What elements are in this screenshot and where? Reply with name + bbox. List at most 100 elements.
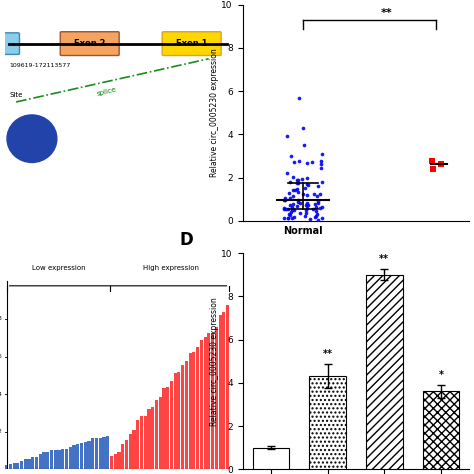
Point xyxy=(303,174,311,182)
Point xyxy=(290,186,297,194)
Point xyxy=(303,191,310,198)
Point xyxy=(295,157,302,165)
Bar xyxy=(159,397,162,469)
Point xyxy=(311,200,319,208)
Point xyxy=(303,159,311,167)
Point xyxy=(288,153,295,160)
Bar xyxy=(12,464,16,469)
Bar xyxy=(95,438,98,469)
Text: Exon 1: Exon 1 xyxy=(176,39,208,48)
Bar xyxy=(110,456,113,469)
Text: Exon 2: Exon 2 xyxy=(74,39,105,48)
Point xyxy=(288,207,295,214)
Point xyxy=(294,176,301,184)
Point xyxy=(300,190,307,197)
Bar xyxy=(76,444,79,469)
Point xyxy=(287,201,294,209)
Bar xyxy=(87,441,91,469)
Bar xyxy=(211,333,214,469)
Point xyxy=(290,201,297,208)
Y-axis label: Relative circ_0005230 expression: Relative circ_0005230 expression xyxy=(210,48,219,177)
Point xyxy=(306,215,314,223)
Bar xyxy=(207,333,210,469)
Bar xyxy=(46,452,49,469)
Point xyxy=(319,150,326,158)
Point xyxy=(284,214,292,221)
Bar xyxy=(136,420,139,469)
Text: 109619-172113577: 109619-172113577 xyxy=(9,63,71,68)
Bar xyxy=(177,372,181,469)
Bar xyxy=(99,438,102,469)
Point xyxy=(312,208,319,215)
Bar xyxy=(54,450,57,469)
Point xyxy=(293,185,301,192)
Bar xyxy=(147,409,151,469)
Bar xyxy=(422,392,459,469)
Point xyxy=(318,214,326,222)
Bar xyxy=(181,365,184,469)
Bar xyxy=(35,457,38,469)
Bar xyxy=(9,464,12,469)
Point xyxy=(428,157,436,165)
Bar xyxy=(215,327,218,469)
Point xyxy=(291,207,298,214)
FancyBboxPatch shape xyxy=(4,33,19,55)
Text: Low expression: Low expression xyxy=(32,265,86,271)
Bar xyxy=(27,458,31,469)
Bar xyxy=(185,361,188,469)
Point xyxy=(296,209,304,217)
Bar xyxy=(125,440,128,469)
Text: Site: Site xyxy=(9,92,23,99)
Bar xyxy=(219,315,222,469)
Circle shape xyxy=(7,115,57,163)
Bar xyxy=(155,401,158,469)
Point xyxy=(309,205,317,212)
Bar xyxy=(203,337,207,469)
Bar xyxy=(226,305,229,469)
Bar xyxy=(121,444,124,469)
Bar xyxy=(132,430,136,469)
Point xyxy=(284,206,292,213)
Point xyxy=(295,196,302,203)
Text: 0.4: 0.4 xyxy=(0,392,3,397)
Point xyxy=(318,157,325,164)
Point xyxy=(289,173,297,181)
Point xyxy=(300,124,307,132)
Bar xyxy=(222,312,226,469)
Point xyxy=(315,199,322,206)
Point xyxy=(284,214,292,222)
Bar xyxy=(151,407,154,469)
Point xyxy=(312,212,319,219)
Point xyxy=(294,198,302,205)
Point xyxy=(302,206,310,213)
Bar xyxy=(43,452,46,469)
Text: 0.2: 0.2 xyxy=(0,429,3,434)
Point xyxy=(287,208,294,215)
Point xyxy=(293,176,301,184)
Bar xyxy=(118,452,120,469)
Point xyxy=(282,195,289,202)
Bar xyxy=(61,449,64,469)
Text: splice: splice xyxy=(96,86,117,97)
Point xyxy=(303,200,311,207)
Point xyxy=(280,206,288,213)
Text: D: D xyxy=(179,230,193,248)
Point xyxy=(316,191,324,198)
Point xyxy=(289,192,297,200)
Point xyxy=(295,94,303,101)
Bar xyxy=(57,450,61,469)
Text: **: ** xyxy=(380,8,392,18)
Point xyxy=(302,201,310,209)
Text: 0.6: 0.6 xyxy=(0,354,3,359)
Point xyxy=(301,184,309,191)
Bar xyxy=(200,340,203,469)
Point xyxy=(291,186,299,193)
Point xyxy=(297,200,304,207)
Point xyxy=(311,213,319,220)
Point xyxy=(317,160,325,167)
Point xyxy=(280,204,287,211)
Point xyxy=(315,216,322,223)
Bar xyxy=(39,454,42,469)
Point xyxy=(280,214,287,222)
Point xyxy=(304,201,312,209)
